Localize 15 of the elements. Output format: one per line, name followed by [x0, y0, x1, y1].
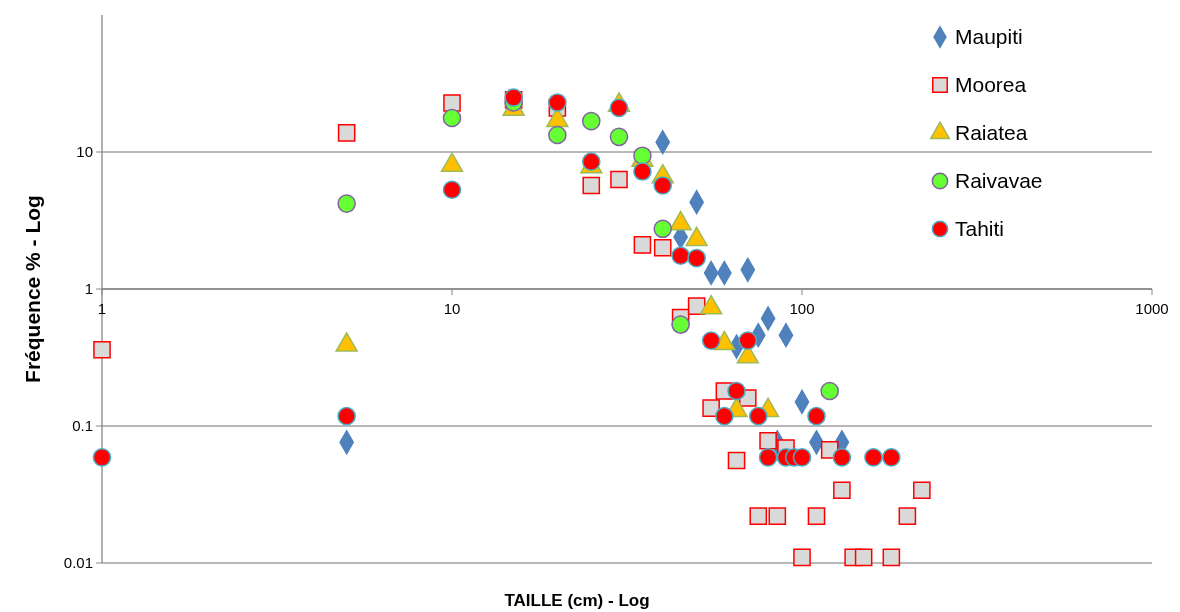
- x-tick-label: 100: [789, 300, 815, 317]
- y-axis-title: Fréquence % - Log: [21, 195, 44, 383]
- legend-label: Raiatea: [955, 121, 1028, 145]
- legend-label: Raivavae: [955, 169, 1043, 193]
- legend-label: Tahiti: [955, 217, 1005, 241]
- y-tick-label: 0.01: [63, 554, 93, 572]
- x-tick-label: 1000: [1135, 300, 1169, 317]
- x-tick-label: 1: [97, 300, 107, 317]
- y-tick-label: 1: [84, 280, 93, 298]
- x-tick-label: 10: [443, 300, 461, 317]
- y-tick-label: 0.1: [72, 417, 93, 435]
- legend-label: Moorea: [955, 73, 1027, 97]
- y-tick-label: 10: [76, 143, 93, 161]
- legend-label: Maupiti: [955, 25, 1023, 49]
- x-axis-title: TAILLE (cm) - Log: [504, 591, 650, 610]
